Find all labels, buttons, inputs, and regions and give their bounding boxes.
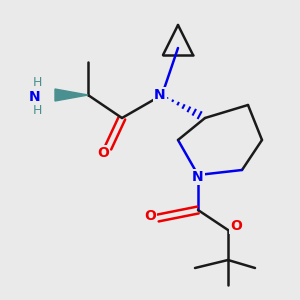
Polygon shape [55, 89, 88, 101]
Text: O: O [97, 146, 109, 160]
Text: N: N [154, 88, 166, 102]
Text: O: O [144, 209, 156, 223]
Text: N: N [29, 90, 41, 104]
Text: O: O [230, 219, 242, 233]
Text: H: H [32, 104, 42, 118]
Text: N: N [192, 170, 204, 184]
Text: H: H [32, 76, 42, 89]
